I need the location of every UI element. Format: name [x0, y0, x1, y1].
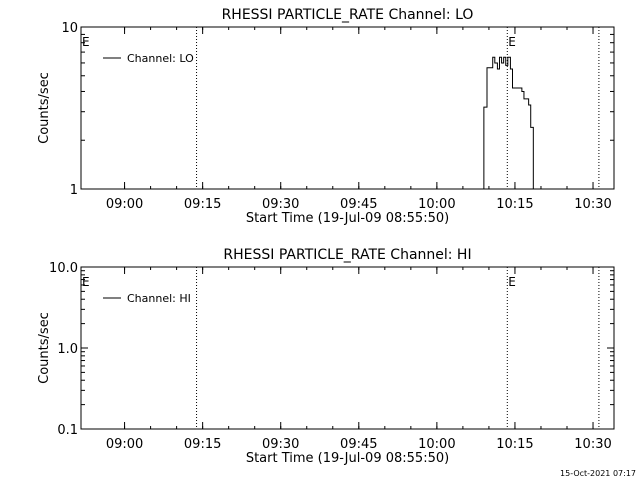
series-line: [480, 56, 537, 190]
x-tick-label: 10:15: [496, 437, 533, 452]
y-tick-label: 0.1: [57, 423, 78, 438]
x-tick-label: 09:45: [340, 197, 377, 212]
footer-timestamp: 15-Oct-2021 07:17: [560, 469, 636, 478]
x-tick-label: 10:30: [574, 437, 611, 452]
y-tick-label: 1.0: [57, 342, 78, 357]
x-axis-label: Start Time (19-Jul-09 08:55:50): [246, 211, 449, 226]
chart-title: RHESSI PARTICLE_RATE Channel: HI: [223, 247, 471, 263]
x-tick-label: 10:00: [418, 437, 455, 452]
x-tick-label: 09:00: [106, 437, 143, 452]
legend-label: Channel: LO: [127, 52, 194, 65]
y-tick-label: 10.0: [49, 261, 78, 276]
x-tick-label: 10:30: [574, 197, 611, 212]
x-tick-label: 10:15: [496, 197, 533, 212]
legend-label: Channel: HI: [127, 292, 191, 305]
hi-channel-panel: RHESSI PARTICLE_RATE Channel: HI 09:00 09:…: [37, 247, 615, 466]
event-marker: E: [82, 35, 90, 49]
x-tick-label: 09:15: [184, 197, 221, 212]
x-tick-label: 09:30: [262, 437, 299, 452]
x-axis-label: Start Time (19-Jul-09 08:55:50): [246, 451, 449, 466]
y-tick-label: 1: [70, 183, 78, 198]
x-tick-label: 10:00: [418, 197, 455, 212]
y-axis-label: Counts/sec: [37, 312, 52, 384]
plot-frame: [80, 26, 615, 190]
x-tick-label: 09:45: [340, 437, 377, 452]
x-tick-label: 09:00: [106, 197, 143, 212]
chart-title: RHESSI PARTICLE_RATE Channel: LO: [222, 7, 474, 23]
event-marker: E: [508, 35, 516, 49]
x-tick-label: 09:15: [184, 437, 221, 452]
event-marker: E: [508, 275, 516, 289]
x-tick-label: 09:30: [262, 197, 299, 212]
lo-channel-panel: RHESSI PARTICLE_RATE Channel: LO 09:00 09:…: [37, 7, 615, 226]
event-marker: E: [82, 275, 90, 289]
y-tick-label: 10: [61, 21, 78, 36]
y-axis-label: Counts/sec: [37, 72, 52, 144]
